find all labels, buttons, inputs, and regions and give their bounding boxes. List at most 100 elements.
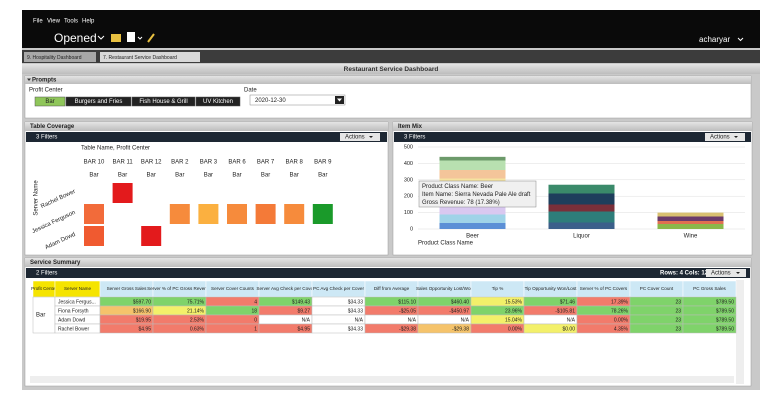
table-profit-center: Bar xyxy=(318,173,327,179)
column-header-label[interactable]: Tip Opportunity Won/Lost xyxy=(525,286,578,291)
filters[interactable]: 3 Filters xyxy=(36,135,57,141)
coverage-cell[interactable] xyxy=(84,204,104,224)
coverage-cell[interactable] xyxy=(169,204,190,224)
table-profit-center: Bar xyxy=(89,173,98,179)
cell-value: -$105.81 xyxy=(555,308,575,314)
column-header-label[interactable]: Server Name xyxy=(64,286,92,291)
cell-value: $34.33 xyxy=(348,308,364,314)
menu-item[interactable]: Tools xyxy=(64,19,78,25)
collapse-icon[interactable] xyxy=(27,78,31,82)
coverage-cell[interactable] xyxy=(312,204,333,224)
table-profit-center: Bar xyxy=(290,173,299,179)
filters[interactable]: 3 Filters xyxy=(404,135,425,141)
cell-value: -$29.38 xyxy=(399,326,416,332)
pencil-icon[interactable] xyxy=(147,33,155,43)
table-name: BAR 11 xyxy=(112,160,133,166)
column-header-label[interactable]: Server % of PC Covers xyxy=(580,286,628,291)
menu-item[interactable]: View xyxy=(47,19,61,25)
column-header-label[interactable]: PC Avg Check per Cover xyxy=(313,286,364,291)
cell-value: N/A xyxy=(461,317,470,323)
coverage-cell[interactable] xyxy=(198,204,219,224)
tab-label[interactable]: 9. Hospitality Dashboard xyxy=(27,55,82,61)
coverage-cell[interactable] xyxy=(284,204,305,224)
y-tick-label: 200 xyxy=(404,194,413,200)
coverage-cell[interactable] xyxy=(227,204,247,224)
table-profit-center: Bar xyxy=(261,173,270,179)
profit-center-button[interactable] xyxy=(65,96,132,107)
column-header-label[interactable]: Server Gross Sales xyxy=(107,286,148,291)
actions-button[interactable] xyxy=(706,269,746,277)
table-profit-center: Bar xyxy=(175,173,184,179)
tab[interactable] xyxy=(100,52,200,62)
cell-value: 75.71% xyxy=(187,299,205,305)
profit-center-button[interactable] xyxy=(34,96,66,107)
column-header-label[interactable]: Sales Opportunity Lost/Won xyxy=(416,286,474,291)
folder-icon[interactable] xyxy=(111,34,121,42)
cell-value: $597.70 xyxy=(133,299,151,305)
column-header-label[interactable]: Profit Center xyxy=(31,286,57,291)
panel-title: Item Mix xyxy=(398,124,423,130)
cell-value: $460.40 xyxy=(451,299,469,305)
profit-center-button[interactable] xyxy=(131,96,196,107)
table-name: BAR 8 xyxy=(286,160,304,166)
column-header-label[interactable]: Tip % xyxy=(492,286,504,291)
bar[interactable] xyxy=(548,184,615,229)
filters[interactable]: 2 Filters xyxy=(36,271,57,277)
cell-value: 4 xyxy=(254,299,257,305)
panel-toolbar xyxy=(26,268,750,278)
workspace-menu[interactable]: Opened xyxy=(54,31,97,45)
date-value: 2020-12-30 xyxy=(255,98,286,104)
cell-value: 78.26% xyxy=(611,308,629,314)
column-header-label[interactable]: Server Cover Counts xyxy=(211,286,255,291)
actions-button[interactable] xyxy=(340,133,380,141)
cell-value: 4.35% xyxy=(614,326,629,332)
actions-button[interactable] xyxy=(705,133,745,141)
cell-value: $9.27 xyxy=(297,308,310,314)
cell-value: 23 xyxy=(675,308,681,314)
panel-header xyxy=(25,258,751,267)
menu-item[interactable]: Help xyxy=(82,19,95,25)
column-header-label[interactable]: Diff from Average xyxy=(374,286,410,291)
user-menu[interactable]: acharyar xyxy=(699,35,730,44)
cell-value: Jessica Fergus... xyxy=(58,299,96,305)
coverage-cell[interactable] xyxy=(112,183,133,203)
scrollbar[interactable] xyxy=(736,280,744,384)
cell-value: $115.10 xyxy=(398,299,416,305)
profit-center-label[interactable]: Fish House & Grill xyxy=(139,99,187,105)
coverage-cell[interactable] xyxy=(255,204,276,224)
axis-title: Product Class Name xyxy=(418,241,474,247)
profit-center-label[interactable]: Bar xyxy=(45,99,54,105)
column-header-label[interactable]: Server % of PC Gross Revenue xyxy=(147,286,212,291)
tooltip-line: Gross Revenue: 78 (17.38%) xyxy=(422,200,500,206)
cell-value: 23 xyxy=(675,326,681,332)
profit-center-button[interactable] xyxy=(195,96,241,107)
column-header-label[interactable]: Server Avg Check per Cover xyxy=(256,286,315,291)
cell-value: $0.00 xyxy=(562,326,575,332)
tab-label[interactable]: 7. Restaurant Service Dashboard xyxy=(103,55,177,61)
top-bar xyxy=(22,10,760,48)
bar[interactable] xyxy=(657,212,724,229)
tab-strip xyxy=(22,50,760,63)
date-input[interactable] xyxy=(249,94,346,106)
profit-center-label[interactable]: Burgers and Fries xyxy=(75,99,123,105)
profit-center-label[interactable]: UV Kitchen xyxy=(203,99,233,105)
cell-value: 23 xyxy=(675,299,681,305)
column-header-label[interactable]: PC Gross Sales xyxy=(693,286,726,291)
coverage-cell[interactable] xyxy=(141,226,162,246)
column-header-label[interactable]: PC Cover Count xyxy=(640,286,674,291)
new-icon[interactable] xyxy=(127,32,135,42)
tab[interactable] xyxy=(24,52,96,62)
cell-value: -$450.97 xyxy=(449,308,469,314)
cell-value: 0.00% xyxy=(614,317,629,323)
cell-value: 23.96% xyxy=(505,308,523,314)
table-profit-center: Bar xyxy=(147,173,156,179)
y-tick-label: 400 xyxy=(404,161,413,167)
label: Profit Center xyxy=(29,88,63,94)
tooltip-line: Item Name: Sierra Nevada Pale Ale draft xyxy=(422,192,531,198)
scrollbar[interactable] xyxy=(30,376,734,383)
arrow xyxy=(369,136,373,138)
coverage-cell[interactable] xyxy=(84,226,104,246)
cell-value: Rachel Bower xyxy=(58,326,89,332)
cell-value: $4.95 xyxy=(297,326,310,332)
menu-item[interactable]: File xyxy=(33,19,43,25)
